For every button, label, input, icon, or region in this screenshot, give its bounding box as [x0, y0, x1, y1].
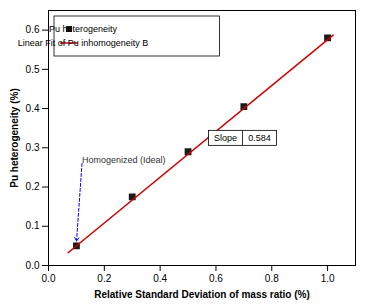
svg-text:1.0: 1.0	[321, 273, 335, 284]
svg-text:Slope: Slope	[214, 133, 237, 143]
svg-text:0.2: 0.2	[26, 181, 40, 192]
svg-text:0.1: 0.1	[26, 220, 40, 231]
svg-text:0.4: 0.4	[26, 103, 40, 114]
svg-text:0.0: 0.0	[42, 273, 56, 284]
svg-text:0.0: 0.0	[26, 260, 40, 271]
svg-text:Relative Standard Deviation of: Relative Standard Deviation of mass rati…	[94, 289, 310, 300]
svg-text:0.6: 0.6	[209, 273, 223, 284]
svg-text:0.5: 0.5	[26, 64, 40, 75]
svg-text:0.3: 0.3	[26, 142, 40, 153]
svg-text:Pu heterogeneity: Pu heterogeneity	[49, 24, 118, 34]
svg-text:0.584: 0.584	[248, 133, 271, 143]
svg-text:Homogenized (Ideal): Homogenized (Ideal)	[82, 155, 166, 165]
svg-text:0.4: 0.4	[153, 273, 167, 284]
svg-text:0.2: 0.2	[97, 273, 111, 284]
svg-text:0.8: 0.8	[265, 273, 279, 284]
svg-text:Linear Fit of Pu inhomogeneity: Linear Fit of Pu inhomogeneity B	[18, 38, 149, 48]
svg-text:0.6: 0.6	[26, 24, 40, 35]
svg-text:Pu heterogeneity (%): Pu heterogeneity (%)	[9, 88, 20, 187]
